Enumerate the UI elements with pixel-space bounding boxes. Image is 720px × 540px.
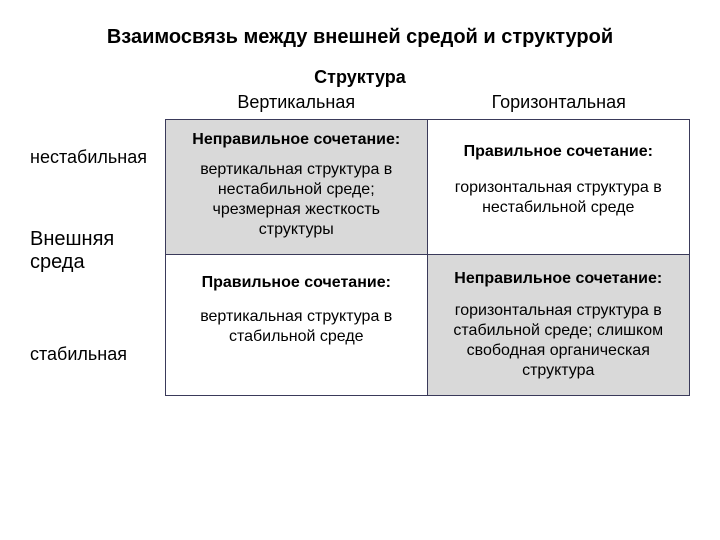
matrix-wrap: Вертикальная Горизонтальная нестабильная… [30,90,690,396]
cell-br-heading: Неправильное сочетание: [442,269,676,289]
col-header-vertical: Вертикальная [165,90,428,119]
axis-label-environment: Внешняя среда [30,228,165,274]
matrix-grid: Неправильное сочетание: вертикальная стр… [165,119,690,396]
slide: Взаимосвязь между внешней средой и струк… [0,0,720,540]
cell-top-right: Правильное сочетание: горизонтальная стр… [428,120,690,255]
row-label-stable: стабильная [30,344,165,365]
env-line1: Внешняя [30,228,114,250]
cell-br-body: горизонтальная структура в стабильной ср… [442,301,676,381]
cell-tr-heading: Правильное сочетание: [442,142,676,162]
cell-bottom-right: Неправильное сочетание: горизонтальная с… [428,255,690,395]
env-line2: среда [30,251,85,273]
cell-bottom-left: Правильное сочетание: вертикальная струк… [166,255,428,395]
page-title: Взаимосвязь между внешней средой и струк… [30,26,690,49]
row-labels: нестабильная Внешняя среда стабильная [30,119,165,396]
column-headers: Вертикальная Горизонтальная [165,90,690,119]
cell-tr-body: горизонтальная структура в нестабильной … [442,178,676,218]
row-label-unstable: нестабильная [30,147,165,168]
cell-bl-body: вертикальная структура в стабильной сред… [180,307,413,347]
cell-bl-heading: Правильное сочетание: [180,273,413,293]
matrix-body: нестабильная Внешняя среда стабильная Не… [30,119,690,396]
cell-top-left: Неправильное сочетание: вертикальная стр… [166,120,428,255]
structure-subtitle: Структура [30,67,690,88]
cell-tl-body: вертикальная структура в нестабильной ср… [180,160,413,240]
cell-tl-heading: Неправильное сочетание: [180,130,413,150]
col-header-horizontal: Горизонтальная [428,90,691,119]
